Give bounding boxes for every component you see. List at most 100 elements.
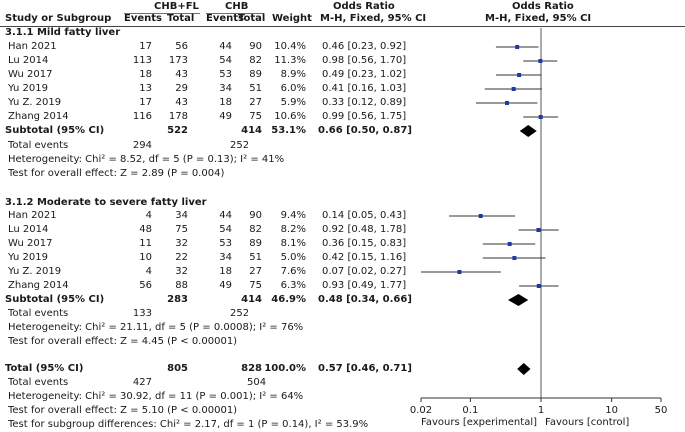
- study-marker: [538, 115, 543, 119]
- overall-effect-test-text: Test for overall effect: Z = 2.89 (P = 0…: [8, 168, 225, 179]
- weight: 7.6%: [280, 266, 306, 277]
- weight: 10.6%: [274, 111, 306, 122]
- header-rule-group1: [124, 13, 200, 14]
- heterogeneity-text: Heterogeneity: Chi² = 21.11, df = 5 (P =…: [8, 322, 304, 333]
- events-group1: 17: [139, 97, 152, 108]
- total-group1: 43: [175, 69, 188, 80]
- events-group2: 49: [219, 111, 232, 122]
- events-group1: 4: [145, 266, 152, 277]
- method-column-header: M-H, Fixed, 95% CI: [320, 13, 427, 24]
- weight: 9.4%: [280, 210, 306, 221]
- study-marker: [507, 242, 512, 246]
- study-name: Lu 2014: [8, 224, 49, 235]
- study-name: Wu 2017: [8, 238, 53, 249]
- odds-ratio-ci: 0.49 [0.23, 1.02]: [322, 69, 407, 80]
- weight: 10.4%: [274, 41, 306, 52]
- overall-weight: 100.0%: [264, 363, 306, 374]
- subgroup-differences-text: Test for subgroup differences: Chi² = 2.…: [8, 419, 369, 430]
- heterogeneity-text: Heterogeneity: Chi² = 8.52, df = 5 (P = …: [8, 154, 285, 165]
- odds-ratio-ci: 0.36 [0.15, 0.83]: [322, 238, 407, 249]
- total-events-group2: 252: [230, 308, 250, 319]
- odds-ratio-ci: 0.93 [0.49, 1.77]: [322, 280, 407, 291]
- total-group2: 82: [249, 224, 262, 235]
- weight: 11.3%: [274, 55, 306, 66]
- events-group2: 44: [219, 210, 232, 221]
- weight: 8.1%: [280, 238, 306, 249]
- total-group2: 27: [249, 266, 262, 277]
- events1-column-header: Events: [124, 13, 162, 24]
- total-group1: 22: [175, 252, 188, 263]
- total-events-label: Total events: [8, 377, 69, 388]
- study-name: Lu 2014: [8, 55, 49, 66]
- total-group1: 178: [168, 111, 188, 122]
- study-marker: [512, 256, 517, 260]
- total-events-group1: 427: [132, 377, 152, 388]
- events-group2: 53: [219, 238, 232, 249]
- effect-header-plot: Odds Ratio: [512, 1, 574, 12]
- subgroup-title: 3.1.1 Mild fatty liver: [5, 27, 121, 38]
- subtotal-diamond: [519, 125, 537, 137]
- favours-right-label: Favours [control]: [545, 417, 629, 428]
- events-group1: 56: [139, 280, 152, 291]
- events2-column-header: Events: [206, 13, 244, 24]
- total-group2: 51: [249, 252, 262, 263]
- method-column-header-plot: M-H, Fixed, 95% CI: [485, 13, 592, 24]
- weight: 8.2%: [280, 224, 306, 235]
- events-group2: 34: [219, 83, 232, 94]
- study-name: Wu 2017: [8, 69, 53, 80]
- total-events-group2: 504: [247, 377, 267, 388]
- events-group1: 13: [139, 83, 152, 94]
- overall-total-label: Total (95% CI): [5, 363, 84, 374]
- total-group1: 43: [175, 97, 188, 108]
- total-group1: 32: [175, 266, 188, 277]
- study-marker: [536, 284, 541, 288]
- total-group1: 56: [175, 41, 188, 52]
- total-events-group1: 133: [132, 308, 152, 319]
- favours-left-label: Favours [experimental]: [421, 417, 537, 428]
- x-tick-label: 0.1: [462, 405, 478, 416]
- events-group2: 54: [219, 224, 232, 235]
- overall-diamond: [517, 363, 531, 375]
- total-group2: 82: [249, 55, 262, 66]
- total1-column-header: Total: [167, 13, 195, 24]
- total-group2: 90: [249, 41, 262, 52]
- total-group1: 88: [175, 280, 188, 291]
- events-group2: 49: [219, 280, 232, 291]
- subtotal-ci: 0.48 [0.34, 0.66]: [318, 294, 412, 305]
- overall-heterogeneity-text: Heterogeneity: Chi² = 30.92, df = 11 (P …: [8, 391, 304, 402]
- events-group1: 4: [145, 210, 152, 221]
- total-group1: 34: [175, 210, 188, 221]
- subtotal-weight: 53.1%: [271, 125, 306, 136]
- odds-ratio-ci: 0.98 [0.56, 1.70]: [322, 55, 407, 66]
- events-group2: 53: [219, 69, 232, 80]
- odds-ratio-ci: 0.14 [0.05, 0.43]: [322, 210, 407, 221]
- header-rule-group2: [206, 13, 264, 14]
- events-group1: 17: [139, 41, 152, 52]
- study-column-header: Study or Subgroup: [5, 13, 112, 24]
- study-marker: [517, 73, 522, 77]
- events-group2: 34: [219, 252, 232, 263]
- subtotal-label: Subtotal (95% CI): [5, 125, 105, 136]
- odds-ratio-ci: 0.46 [0.23, 0.92]: [322, 41, 407, 52]
- events-group1: 10: [139, 252, 152, 263]
- study-name: Yu Z. 2019: [8, 97, 62, 108]
- total-group1: 173: [168, 55, 188, 66]
- odds-ratio-ci: 0.42 [0.15, 1.16]: [322, 252, 407, 263]
- events-group1: 18: [139, 69, 152, 80]
- weight: 6.3%: [280, 280, 306, 291]
- study-marker: [504, 101, 509, 105]
- weight: 5.9%: [280, 97, 306, 108]
- study-name: Han 2021: [8, 210, 57, 221]
- events-group1: 116: [132, 111, 152, 122]
- total-group1: 75: [175, 224, 188, 235]
- total-group2: 27: [249, 97, 262, 108]
- group2-header: CHB: [225, 1, 249, 12]
- weight: 6.0%: [280, 83, 306, 94]
- total-events-group2: 252: [230, 140, 250, 151]
- odds-ratio-ci: 0.41 [0.16, 1.03]: [322, 83, 407, 94]
- total-events-label: Total events: [8, 308, 69, 319]
- events-group1: 11: [139, 238, 152, 249]
- total-events-label: Total events: [8, 140, 69, 151]
- subtotal-ci: 0.66 [0.50, 0.87]: [318, 125, 412, 136]
- events-group2: 18: [219, 97, 232, 108]
